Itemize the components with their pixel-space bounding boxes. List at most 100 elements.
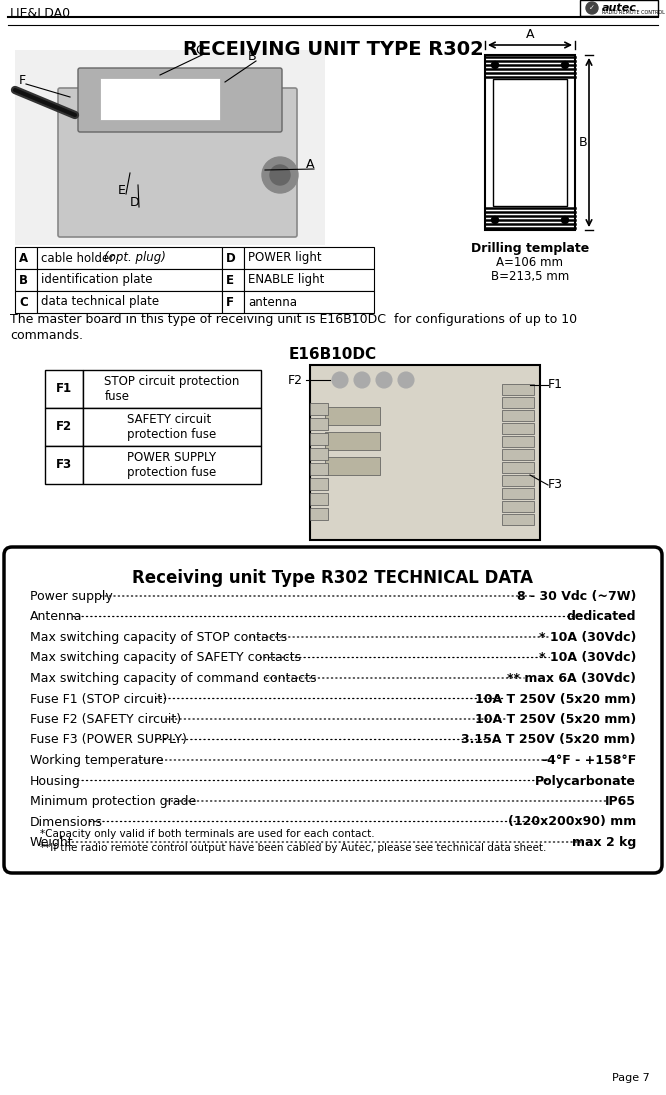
Text: Fuse F3 (POWER SUPPLY): Fuse F3 (POWER SUPPLY) (30, 734, 187, 747)
Text: C: C (19, 296, 28, 309)
Text: Max switching capacity of SAFETY contacts: Max switching capacity of SAFETY contact… (30, 652, 301, 665)
Text: 3.15A T 250V (5x20 mm): 3.15A T 250V (5x20 mm) (462, 734, 636, 747)
Circle shape (586, 2, 598, 14)
Text: Max switching capacity of STOP contacts: Max switching capacity of STOP contacts (30, 631, 287, 644)
Text: Page 7: Page 7 (612, 1073, 650, 1083)
Text: E: E (226, 274, 234, 287)
Text: A=106 mm: A=106 mm (496, 256, 563, 269)
Circle shape (561, 61, 569, 69)
Text: A: A (525, 28, 534, 41)
Text: C: C (196, 44, 204, 57)
Text: F2: F2 (56, 420, 72, 434)
Text: STOP circuit protection
fuse: STOP circuit protection fuse (105, 374, 240, 403)
Circle shape (354, 372, 370, 388)
Circle shape (492, 61, 498, 69)
Text: antenna: antenna (248, 296, 297, 309)
Bar (244, 269, 374, 291)
Circle shape (270, 165, 290, 185)
Bar (310, 418, 328, 430)
Text: -4°F - +158°F: -4°F - +158°F (541, 754, 636, 766)
FancyBboxPatch shape (58, 88, 297, 237)
Text: 10A T 250V (5x20 mm): 10A T 250V (5x20 mm) (475, 692, 636, 705)
Bar (100, 78, 220, 120)
Bar (45, 446, 83, 484)
Circle shape (492, 217, 498, 223)
Text: data technical plate: data technical plate (41, 296, 159, 309)
Text: F: F (226, 296, 234, 309)
Text: ENABLE light: ENABLE light (248, 274, 324, 287)
Text: B: B (19, 274, 28, 287)
Text: D: D (130, 196, 140, 209)
Circle shape (558, 58, 572, 72)
Bar (502, 488, 534, 499)
Text: dedicated: dedicated (567, 611, 636, 623)
Text: Antenna: Antenna (30, 611, 83, 623)
Text: Working temperature: Working temperature (30, 754, 164, 766)
Circle shape (376, 372, 392, 388)
Text: F3: F3 (548, 479, 563, 492)
Text: **If the radio remote control output have been cabled by Autec, please see techn: **If the radio remote control output hav… (40, 843, 546, 853)
Bar (502, 423, 534, 434)
Text: F1: F1 (548, 379, 563, 392)
Bar (83, 446, 261, 484)
Text: LIE&LDA0: LIE&LDA0 (10, 7, 71, 20)
Circle shape (398, 372, 414, 388)
Bar (502, 410, 534, 420)
Bar (83, 408, 261, 446)
Text: (opt. plug): (opt. plug) (104, 252, 166, 265)
Text: SAFETY circuit
protection fuse: SAFETY circuit protection fuse (127, 413, 216, 441)
Text: ** max 6A (30Vdc): ** max 6A (30Vdc) (507, 672, 636, 685)
Bar (310, 493, 328, 505)
Text: The master board in this type of receiving unit is E16B10DC  for configurations : The master board in this type of receivi… (10, 313, 577, 326)
Bar (37, 247, 222, 269)
Text: POWER light: POWER light (248, 252, 322, 265)
Text: cable holder: cable holder (41, 252, 118, 265)
Bar (310, 463, 328, 475)
Text: commands.: commands. (10, 328, 83, 342)
Bar (15, 247, 37, 269)
Text: POWER SUPPLY
protection fuse: POWER SUPPLY protection fuse (127, 451, 216, 479)
FancyBboxPatch shape (4, 548, 662, 873)
Text: Dimensions: Dimensions (30, 816, 103, 829)
Text: B: B (578, 136, 587, 149)
Text: F1: F1 (56, 382, 72, 395)
Text: A: A (19, 252, 28, 265)
Bar (244, 291, 374, 313)
FancyBboxPatch shape (580, 0, 658, 16)
Bar (502, 502, 534, 512)
Bar (502, 475, 534, 486)
Text: F: F (19, 73, 25, 87)
Text: IP65: IP65 (605, 795, 636, 808)
Text: RADIO REMOTE CONTROL: RADIO REMOTE CONTROL (602, 11, 665, 15)
Bar (15, 269, 37, 291)
Bar (502, 436, 534, 447)
Bar (15, 50, 325, 245)
Text: B: B (248, 50, 256, 64)
Text: identification plate: identification plate (41, 274, 153, 287)
Bar (37, 269, 222, 291)
Text: E16B10DC: E16B10DC (289, 347, 377, 362)
Circle shape (488, 58, 502, 72)
Bar (485, 55, 575, 230)
Text: Housing: Housing (30, 774, 81, 787)
Bar (45, 370, 83, 408)
Text: (120x200x90) mm: (120x200x90) mm (507, 816, 636, 829)
Text: max 2 kg: max 2 kg (571, 835, 636, 849)
Text: F2: F2 (288, 373, 303, 387)
Bar (502, 384, 534, 395)
Text: E: E (118, 184, 126, 196)
Text: Max switching capacity of command contacts: Max switching capacity of command contac… (30, 672, 316, 685)
Text: F3: F3 (56, 459, 72, 472)
Text: Fuse F2 (SAFETY circuit): Fuse F2 (SAFETY circuit) (30, 713, 181, 726)
Text: ✓: ✓ (589, 5, 595, 11)
Text: 8 - 30 Vdc (~7W): 8 - 30 Vdc (~7W) (517, 590, 636, 603)
Bar (325, 407, 380, 425)
Circle shape (262, 157, 298, 193)
Bar (222, 247, 244, 269)
Bar (310, 508, 328, 520)
Text: * 10A (30Vdc): * 10A (30Vdc) (539, 652, 636, 665)
Bar (15, 291, 37, 313)
Circle shape (558, 214, 572, 227)
Text: Fuse F1 (STOP circuit): Fuse F1 (STOP circuit) (30, 692, 167, 705)
Text: Weight: Weight (30, 835, 74, 849)
